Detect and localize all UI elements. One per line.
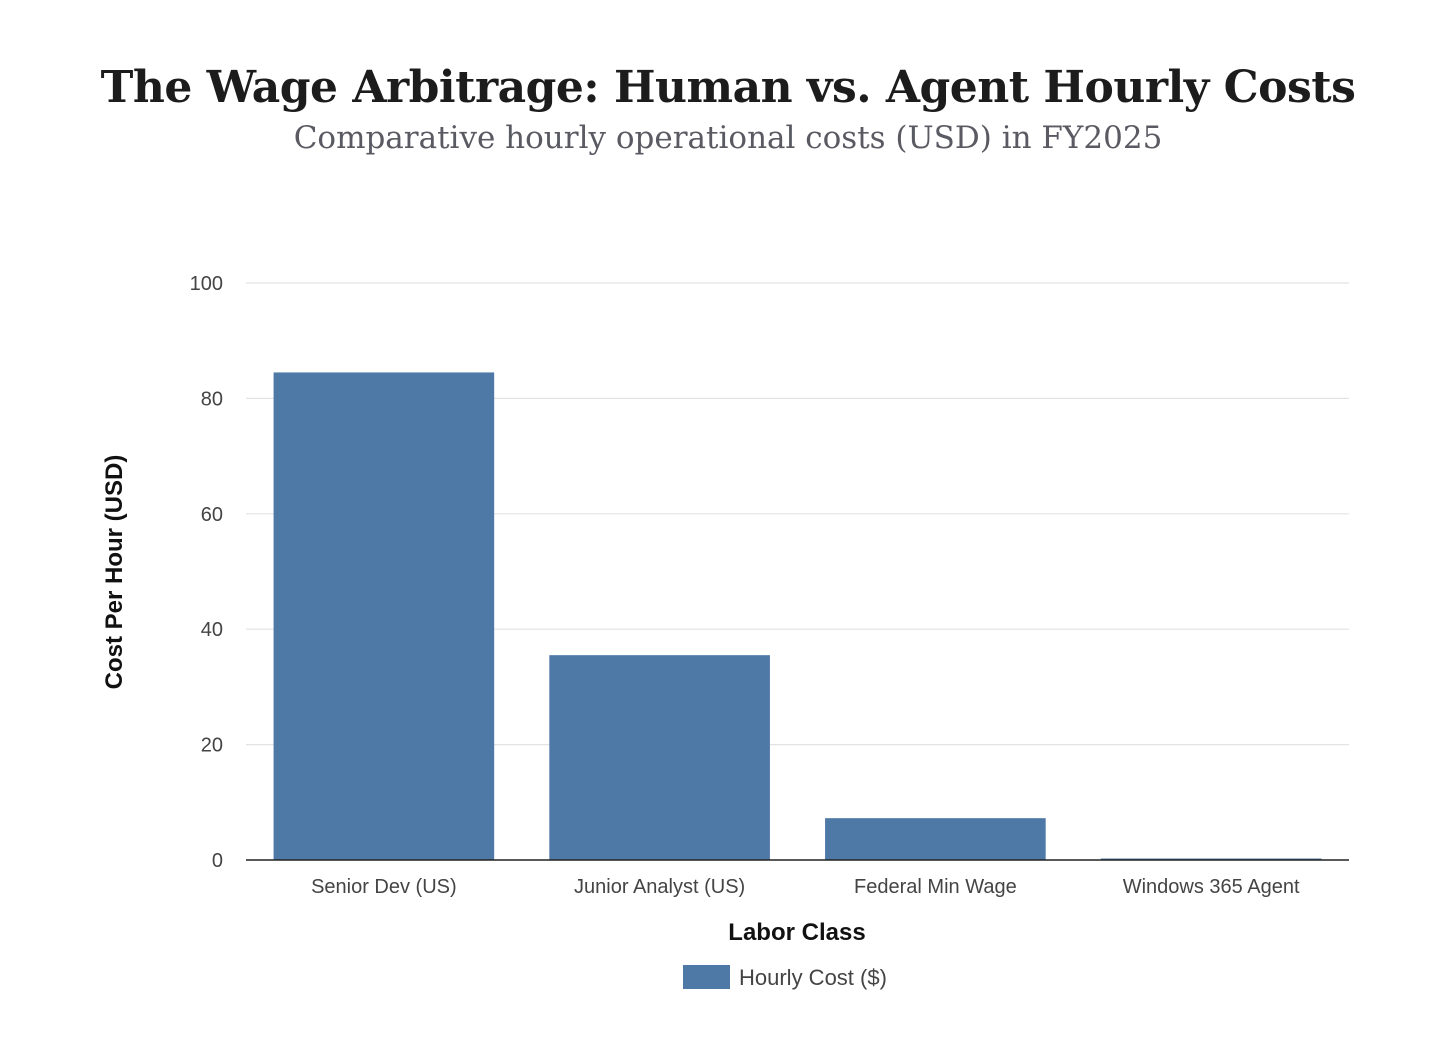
- x-tick-label: Windows 365 Agent: [1123, 876, 1300, 898]
- chart-title: The Wage Arbitrage: Human vs. Agent Hour…: [100, 62, 1356, 113]
- y-axis-title: Cost Per Hour (USD): [101, 455, 128, 690]
- y-tick-label: 0: [212, 850, 223, 872]
- y-tick-label: 60: [201, 504, 223, 526]
- bar: [825, 818, 1046, 860]
- bar: [273, 372, 495, 860]
- x-tick-label: Federal Min Wage: [854, 876, 1017, 898]
- y-tick-label: 100: [190, 273, 223, 295]
- x-tick-label: Junior Analyst (US): [574, 876, 745, 898]
- chart-subtitle: Comparative hourly operational costs (US…: [293, 120, 1163, 156]
- y-tick-label: 40: [201, 619, 223, 641]
- x-tick-labels: Senior Dev (US) Junior Analyst (US) Federa…: [311, 876, 1300, 898]
- y-tick-label: 20: [201, 735, 223, 757]
- bars: [273, 372, 1322, 860]
- y-tick-labels: 0 20 40 60 80 100: [190, 273, 223, 872]
- legend-label: Hourly Cost ($): [739, 965, 887, 990]
- legend-swatch: [683, 965, 730, 989]
- bar: [549, 655, 770, 860]
- legend: Hourly Cost ($): [683, 965, 887, 990]
- x-tick-label: Senior Dev (US): [311, 876, 457, 898]
- y-tick-label: 80: [201, 388, 223, 410]
- x-axis-title: Labor Class: [728, 919, 865, 946]
